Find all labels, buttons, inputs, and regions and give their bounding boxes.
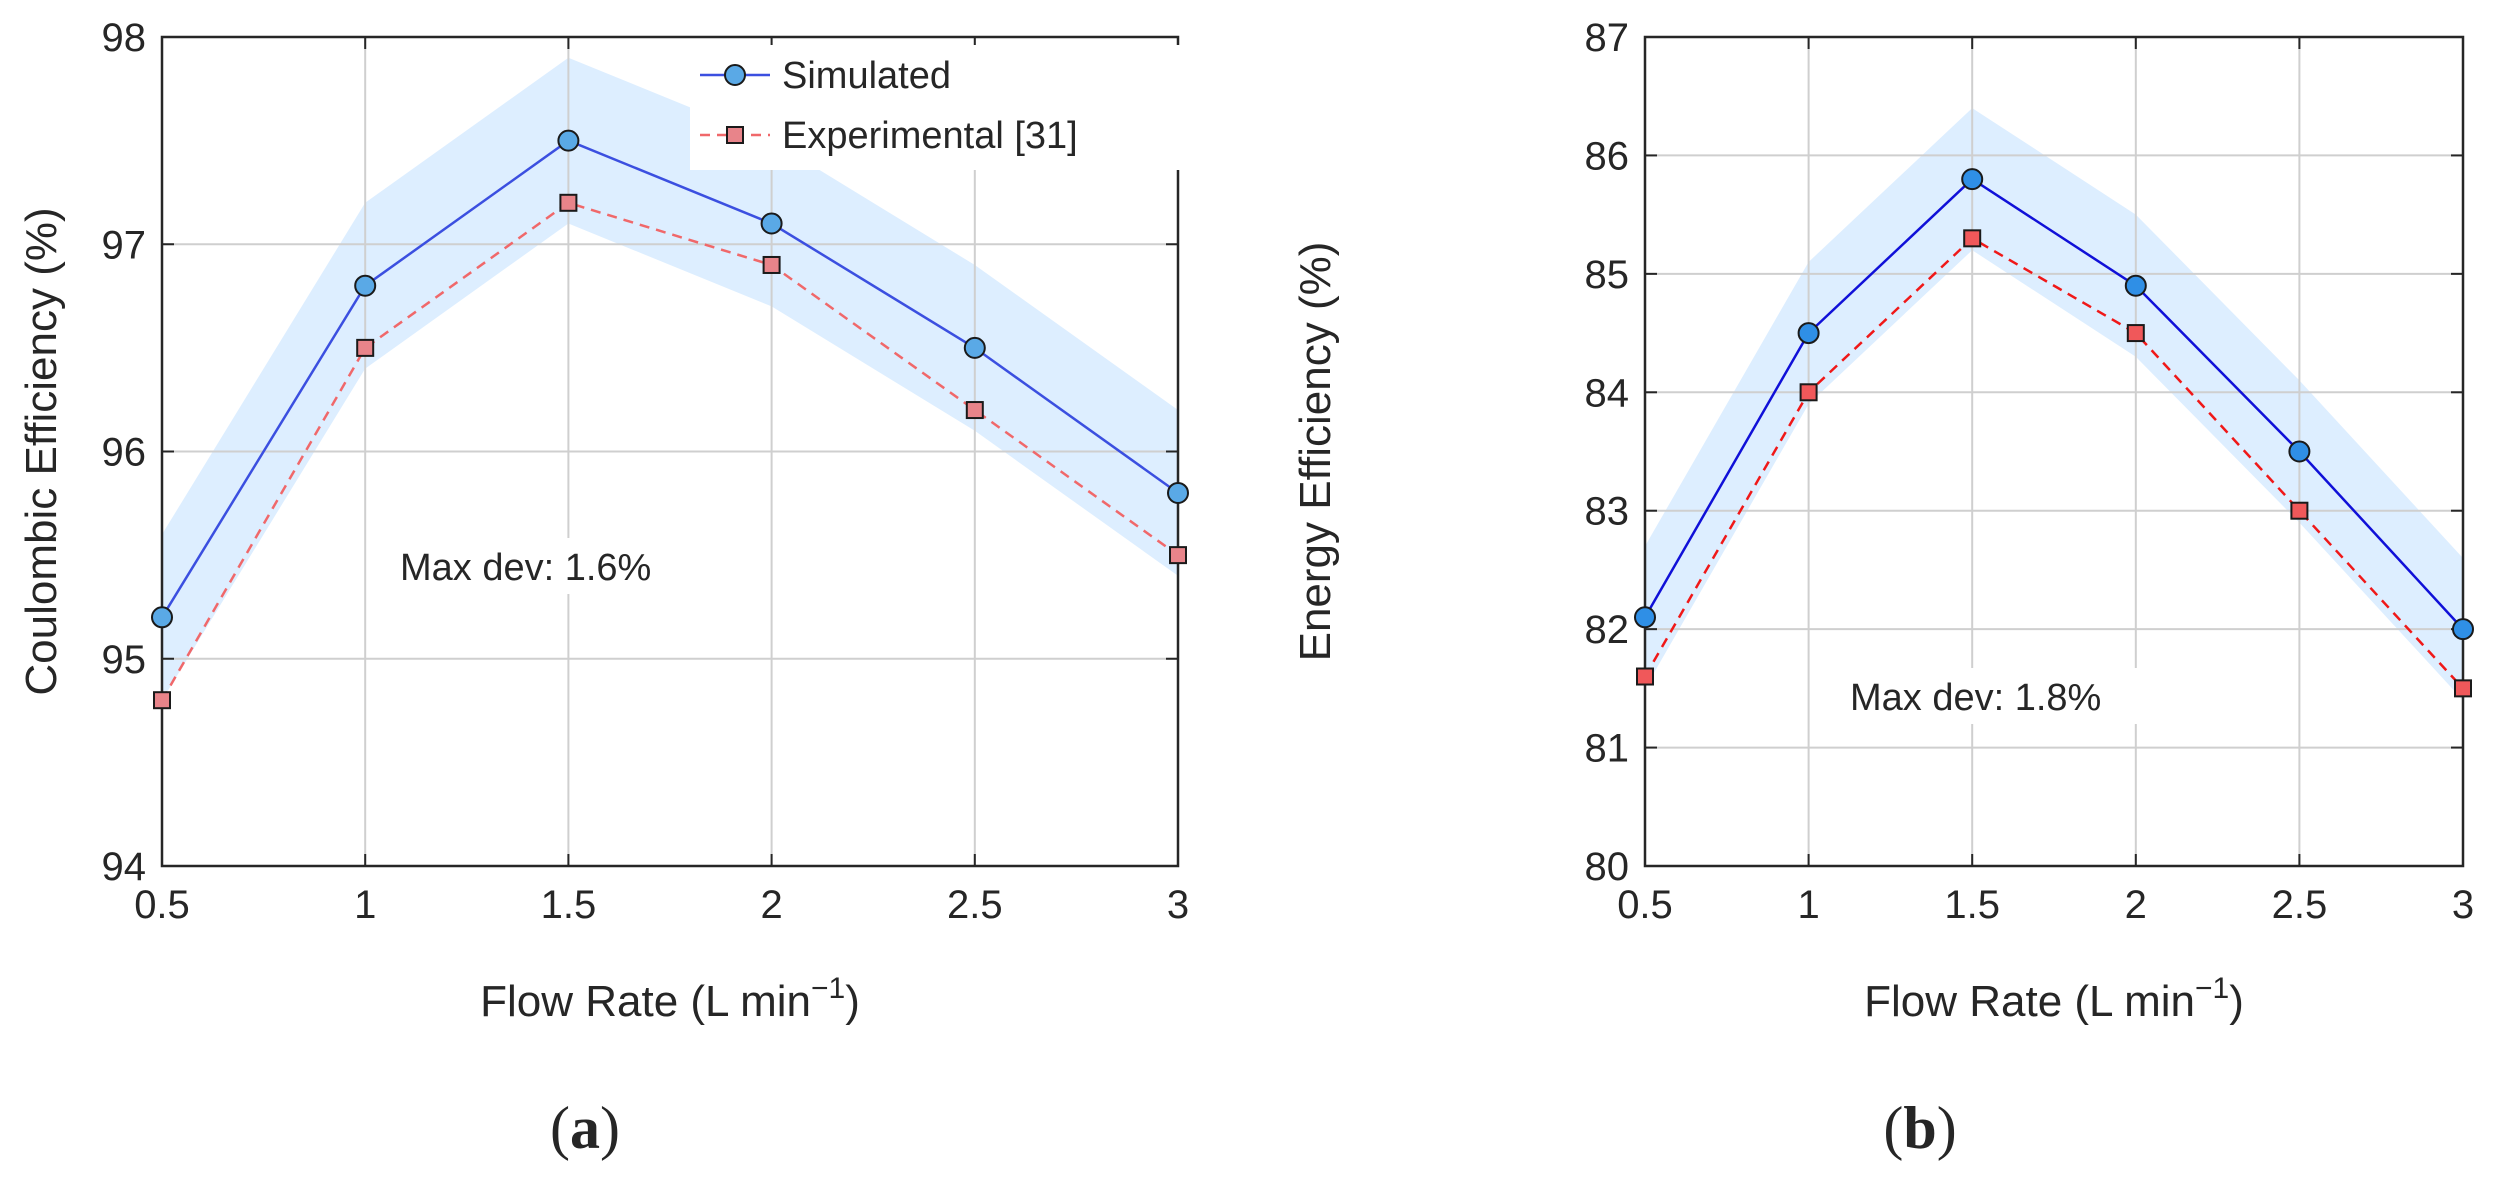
y-tick-label: 96 (102, 431, 147, 475)
data-point-simulated (2124, 274, 2147, 297)
x-tick-label: 3 (2452, 883, 2474, 927)
legend-label: Experimental [31] (782, 115, 1078, 157)
chart-panel-b: 0.5 1 1.5 2 2.5 3 80 81 82 83 84 85 86 87 Flow Rate (L… (1291, 16, 2474, 1161)
x-tick-label: 3 (1167, 883, 1189, 927)
annotation-bg (388, 538, 718, 594)
y-tick-label: 84 (1585, 371, 1630, 415)
y-tick-label: 94 (102, 845, 147, 889)
panel-label: (a) (550, 1095, 620, 1161)
data-point-experimental (559, 193, 578, 212)
data-point-experimental (2454, 679, 2472, 698)
x-tick-label: 2.5 (947, 883, 1003, 927)
data-point-simulated (1961, 168, 1984, 191)
data-point-simulated (354, 274, 377, 297)
series-line-simulated (160, 139, 1179, 618)
y-tick-label: 98 (102, 16, 147, 60)
data-point-simulated (760, 212, 783, 235)
x-tick-label: 2 (2125, 883, 2147, 927)
panel-label: (b) (1883, 1095, 1956, 1161)
data-point-experimental (965, 401, 984, 420)
y-axis-label: Coulombic Efficiency (%) (17, 207, 66, 695)
data-point-simulated (1797, 322, 1820, 345)
data-point-experimental (1963, 229, 1982, 248)
y-tick-label: 97 (102, 223, 147, 267)
y-tick-label: 82 (1585, 608, 1630, 652)
y-tick-label: 83 (1585, 490, 1630, 534)
data-point-simulated (2452, 618, 2474, 641)
chart-panel-a: 0.5 1 1.5 2 2.5 3 94 95 96 97 98 Flow Rate (L min−1… (17, 16, 1189, 1161)
annotation-text: Max dev: 1.6% (400, 547, 651, 589)
legend-label: Simulated (782, 55, 951, 97)
data-point-experimental (2126, 324, 2145, 343)
x-tick-label: 2.5 (2272, 883, 2328, 927)
y-tick-label: 81 (1585, 727, 1630, 771)
y-tick-label: 95 (102, 638, 147, 682)
x-tick-label: 0.5 (134, 883, 190, 927)
series-line-simulated (1643, 177, 2464, 630)
data-point-experimental (762, 255, 781, 274)
y-axis-label: Energy Efficiency (%) (1291, 242, 1340, 662)
x-tick-label: 1 (1797, 883, 1819, 927)
data-point-experimental (153, 691, 171, 710)
x-tick-label: 0.5 (1617, 883, 1673, 927)
axes-frame (1643, 35, 2465, 868)
uncertainty-band (162, 57, 1178, 701)
uncertainty-band (1645, 108, 2463, 701)
data-point-simulated (557, 129, 580, 152)
legend-marker-experimental (726, 126, 744, 144)
data-point-experimental (1169, 546, 1187, 565)
annotation-bg (1838, 668, 2168, 724)
y-tick-label: 85 (1585, 253, 1630, 297)
data-point-simulated (963, 336, 986, 359)
x-axis-label: Flow Rate (L min−1) (480, 972, 860, 1026)
data-point-simulated (1167, 481, 1189, 504)
data-point-experimental (2290, 501, 2309, 520)
legend-marker-simulated (724, 64, 746, 86)
legend-box (690, 45, 1185, 170)
data-point-experimental (356, 338, 375, 357)
data-point-simulated (151, 606, 173, 629)
y-tick-label: 80 (1585, 845, 1630, 889)
x-axis-label: Flow Rate (L min−1) (1864, 972, 2244, 1026)
data-point-experimental (1636, 667, 1654, 686)
series-line-experimental (160, 201, 1179, 701)
annotation-text: Max dev: 1.8% (1850, 677, 2101, 719)
data-point-simulated (2288, 440, 2311, 463)
data-point-simulated (1634, 606, 1656, 629)
x-tick-label: 1.5 (1944, 883, 2000, 927)
y-tick-label: 86 (1585, 134, 1630, 178)
x-tick-label: 2 (760, 883, 782, 927)
x-tick-label: 1.5 (541, 883, 597, 927)
data-point-experimental (1799, 383, 1818, 402)
legend: Simulated Experimental [31] (690, 45, 1185, 170)
x-tick-label: 1 (354, 883, 376, 927)
series-line-experimental (1643, 236, 2464, 690)
y-tick-label: 87 (1585, 16, 1630, 60)
